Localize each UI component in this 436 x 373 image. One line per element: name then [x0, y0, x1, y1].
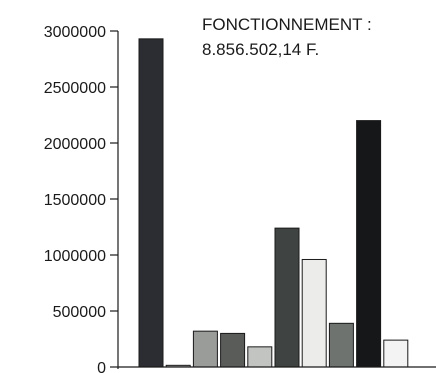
y-tick-label: 1500000 [44, 192, 106, 209]
bar [274, 227, 300, 368]
bar [138, 38, 164, 368]
bars [138, 38, 409, 368]
bar [356, 120, 382, 368]
y-tick-label: 0 [97, 360, 106, 373]
y-tick-label: 2500000 [44, 80, 106, 97]
y-tick-label: 2000000 [44, 136, 106, 153]
y-tick-label: 500000 [53, 304, 106, 321]
chart-subtitle: 8.856.502,14 F. [202, 40, 319, 59]
bar [192, 330, 218, 368]
bar [328, 322, 354, 368]
y-tick-label: 1000000 [44, 248, 106, 265]
bar [247, 346, 273, 368]
bar [301, 258, 327, 368]
y-tick-label: 3000000 [44, 24, 106, 41]
bar [220, 332, 246, 368]
y-axis: 0 500000 1000000 1500000 2000000 2500000 30000… [44, 24, 119, 373]
chart-title: FONCTIONNEMENT : [202, 15, 372, 34]
bar [383, 339, 409, 368]
